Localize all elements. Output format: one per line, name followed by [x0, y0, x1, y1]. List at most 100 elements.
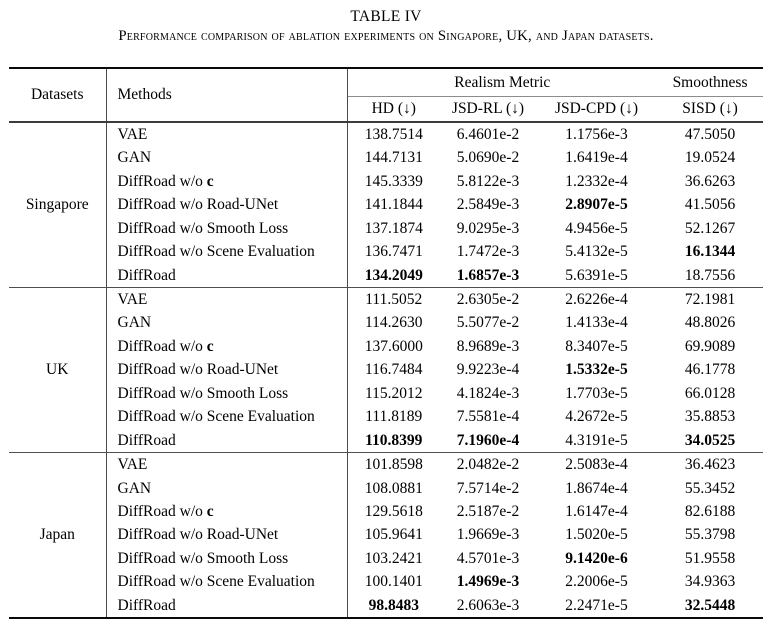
table-row: DiffRoad w/o Road-UNet 116.7484 9.9223e-4 1… [9, 358, 763, 382]
value-jsd-cpd: 1.5332e-5 [565, 361, 628, 379]
table-row: DiffRoad 110.8399 7.1960e-4 4.3191e-5 34.052… [9, 428, 763, 453]
table-row: DiffRoad w/o Smooth Loss 115.2012 4.1824e-… [9, 381, 763, 406]
value-sisd: 36.4623 [657, 452, 764, 477]
table-row: DiffRoad w/o Scene Evaluation 136.7471 1.7… [9, 240, 763, 264]
value-jsd-rl: 7.5714e-2 [456, 479, 520, 497]
method-name: DiffRoad [106, 593, 348, 619]
value-sisd: 19.0524 [684, 149, 736, 167]
table-row: Japan VAE 101.8598 2.0482e-2 2.5083e-4 36.462… [9, 452, 764, 619]
value-jsd-cpd: 2.5083e-4 [536, 452, 658, 477]
value-jsd-rl: 2.5187e-2 [456, 502, 520, 520]
value-jsd-rl: 6.4601e-2 [456, 125, 520, 143]
header-smoothness: Smoothness [657, 68, 764, 97]
value-jsd-rl: 1.4969e-3 [456, 573, 520, 591]
value-hd: 98.8483 [368, 596, 419, 614]
method-name: DiffRoad w/o Smooth Loss [106, 546, 348, 571]
value-hd: 108.0881 [364, 479, 423, 497]
value-sisd: 55.3798 [684, 526, 736, 544]
header-metric-row: HD (↓) JSD-RL (↓) JSD-CPD (↓) SISD (↓) [9, 96, 764, 123]
value-jsd-cpd: 1.4133e-4 [565, 314, 628, 332]
value-jsd-cpd: 2.2006e-5 [565, 573, 628, 591]
value-jsd-rl: 2.0482e-2 [440, 452, 536, 477]
value-jsd-cpd: 4.9456e-5 [565, 219, 628, 237]
method-name: DiffRoad w/o Scene Evaluation [106, 570, 348, 594]
value-hd: 137.1874 [364, 219, 423, 237]
value-sisd: 36.6263 [684, 172, 736, 190]
header-datasets: Datasets [9, 68, 107, 123]
value-sisd: 66.0128 [684, 384, 736, 402]
method-name: DiffRoad w/o Road-UNet [106, 358, 348, 382]
value-hd: 116.7484 [364, 361, 423, 379]
value-sisd: 35.8853 [684, 408, 736, 426]
method-name: DiffRoad w/o c [106, 500, 348, 524]
method-name: VAE [106, 122, 348, 147]
value-jsd-cpd: 2.8907e-5 [565, 196, 628, 214]
header-group-row: Datasets Methods Realism Metric Smoothne… [9, 68, 764, 123]
header-jsd-cpd: JSD-CPD (↓) [536, 96, 658, 123]
value-sisd: 69.9089 [684, 337, 736, 355]
method-name: DiffRoad w/o c [106, 169, 348, 194]
value-jsd-rl: 7.1960e-4 [456, 431, 520, 449]
value-jsd-rl: 2.6063e-3 [456, 596, 520, 614]
value-jsd-cpd: 4.3191e-5 [565, 431, 628, 449]
table-row: Singapore VAE 138.7514 6.4601e-2 1.1756e-3 47… [9, 122, 763, 288]
value-jsd-cpd: 4.2672e-5 [565, 408, 628, 426]
method-name: GAN [106, 476, 348, 500]
value-sisd: 55.3452 [684, 479, 736, 497]
method-name: DiffRoad w/o Smooth Loss [106, 381, 348, 406]
table-row: DiffRoad w/o Road-UNet 141.1844 2.5849e-3 2… [9, 193, 763, 217]
value-jsd-cpd: 1.5020e-5 [565, 526, 628, 544]
value-hd: 111.8189 [365, 408, 423, 426]
value-sisd: 16.1344 [684, 243, 736, 261]
table-header: Datasets Methods Realism Metric Smoothne… [9, 68, 764, 123]
method-name-bold-part: c [206, 337, 214, 355]
value-jsd-cpd: 5.6391e-5 [565, 266, 628, 284]
value-jsd-rl: 4.5701e-3 [456, 549, 520, 567]
header-realism-metric: Realism Metric [347, 68, 658, 97]
table-row: DiffRoad w/o Smooth Loss 103.2421 4.5701e-… [9, 546, 763, 571]
value-jsd-cpd: 1.6419e-4 [565, 149, 628, 167]
value-jsd-cpd: 1.8674e-4 [565, 479, 628, 497]
table-row: DiffRoad w/o c 129.5618 2.5187e-2 1.6147e-4… [9, 500, 763, 524]
table-row: UK VAE 111.5052 2.6305e-2 2.6226e-4 72.1981 [9, 287, 764, 453]
table-row: GAN 114.2630 5.5077e-2 1.4133e-4 48.8026 [9, 311, 763, 335]
value-jsd-rl: 9.9223e-4 [456, 361, 520, 379]
value-hd: 129.5618 [364, 502, 423, 520]
table-row: DiffRoad w/o Smooth Loss 137.1874 9.0295e-… [9, 216, 763, 241]
table-row: DiffRoad w/o Scene Evaluation 100.1401 1.4… [9, 570, 763, 594]
value-hd: 101.8598 [347, 452, 440, 477]
table-caption-block: TABLE IV Performance comparison of ablat… [0, 0, 772, 46]
value-sisd: 52.1267 [684, 219, 736, 237]
method-name: VAE [106, 287, 348, 312]
value-hd: 114.2630 [364, 314, 423, 332]
dataset-group-japan: Japan VAE 101.8598 2.0482e-2 2.5083e-4 36.462… [9, 452, 764, 619]
method-name: DiffRoad w/o c [106, 334, 348, 359]
value-hd: 105.9641 [364, 526, 423, 544]
dataset-group-uk: UK VAE 111.5052 2.6305e-2 2.6226e-4 72.1981 GA… [9, 287, 764, 453]
value-jsd-rl: 5.5077e-2 [456, 314, 520, 332]
table-row: DiffRoad 98.8483 2.6063e-3 2.2471e-5 32.5448 [9, 593, 763, 619]
method-name: DiffRoad w/o Smooth Loss [106, 216, 348, 241]
value-hd: 103.2421 [364, 549, 423, 567]
value-sisd: 51.9558 [684, 549, 736, 567]
value-sisd: 34.0525 [684, 431, 736, 449]
value-jsd-rl: 5.0690e-2 [456, 149, 520, 167]
value-jsd-rl: 5.8122e-3 [456, 172, 520, 190]
value-jsd-rl: 1.6857e-3 [456, 266, 520, 284]
header-sisd: SISD (↓) [657, 96, 764, 123]
ablation-results-table: Datasets Methods Realism Metric Smoothne… [9, 67, 764, 620]
value-sisd: 41.5056 [684, 196, 736, 214]
method-name: GAN [106, 311, 348, 335]
value-jsd-cpd: 1.7703e-5 [565, 384, 628, 402]
value-jsd-rl: 9.0295e-3 [456, 219, 520, 237]
value-sisd: 82.6188 [684, 502, 736, 520]
value-jsd-cpd: 2.2471e-5 [565, 596, 628, 614]
value-jsd-rl: 1.9669e-3 [456, 526, 520, 544]
method-name: DiffRoad [106, 263, 348, 288]
value-hd: 136.7471 [364, 243, 423, 261]
value-hd: 138.7514 [364, 125, 423, 143]
value-hd: 137.6000 [364, 337, 423, 355]
method-name: DiffRoad w/o Scene Evaluation [106, 405, 348, 429]
value-sisd: 34.9363 [684, 573, 736, 591]
value-jsd-cpd: 1.2332e-4 [565, 172, 628, 190]
